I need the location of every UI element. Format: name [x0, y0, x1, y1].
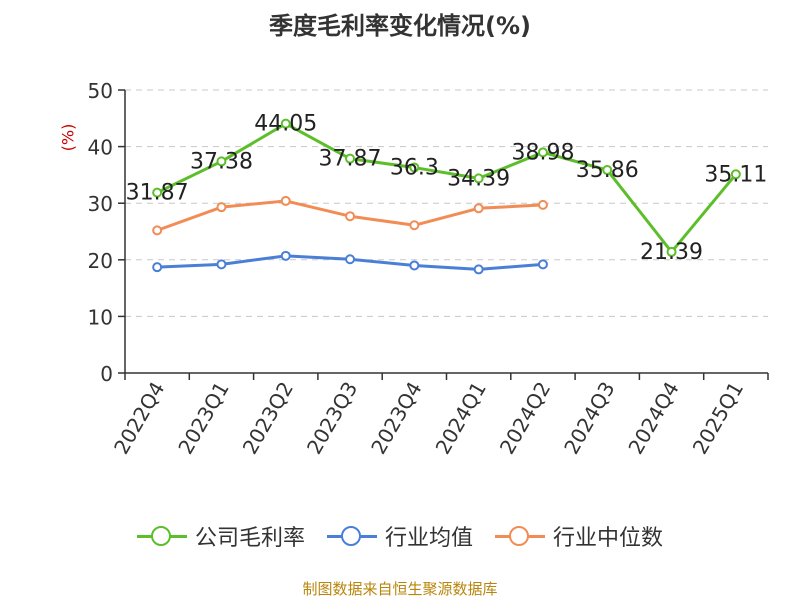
- data-label: 31.87: [126, 181, 189, 206]
- data-point: [152, 225, 163, 236]
- data-label: 38.98: [511, 140, 574, 165]
- x-tick-label: 2024Q3: [559, 378, 619, 459]
- data-label: 44.05: [254, 112, 317, 137]
- legend-label-company: 公司毛利率: [194, 526, 305, 551]
- data-point: [216, 156, 227, 167]
- x-tick-label: 2024Q2: [495, 378, 555, 459]
- data-point: [280, 195, 291, 206]
- data-point: [216, 259, 227, 270]
- data-point: [345, 211, 356, 222]
- data-point: [409, 220, 420, 231]
- y-tick-label: 40: [88, 136, 113, 160]
- x-tick-label: 2024Q4: [623, 378, 683, 459]
- legend-marker-company: [136, 526, 187, 546]
- x-tick-label: 2023Q1: [173, 378, 233, 459]
- x-tick-label: 2023Q2: [238, 378, 298, 459]
- data-point: [602, 165, 613, 176]
- data-point: [280, 118, 291, 129]
- data-label: 35.11: [704, 162, 767, 187]
- data-point: [537, 259, 548, 270]
- data-point: [473, 203, 484, 214]
- y-tick-label: 30: [88, 192, 113, 216]
- x-tick-label: 2025Q1: [688, 378, 748, 459]
- data-point: [473, 173, 484, 184]
- legend-marker-industry-median: [495, 526, 545, 546]
- chart-title: 季度毛利率变化情况(%): [269, 12, 531, 40]
- legend-label-industry-median: 行业中位数: [553, 526, 664, 551]
- data-label: 35.86: [576, 158, 639, 183]
- data-point: [216, 202, 227, 213]
- legend-marker-industry-mean: [326, 526, 377, 546]
- legend-item-industry-mean[interactable]: 行业均值: [326, 520, 473, 552]
- data-point: [473, 264, 484, 275]
- y-tick-label: 10: [88, 305, 113, 329]
- data-point: [730, 169, 741, 180]
- data-point: [409, 260, 420, 271]
- data-point: [537, 199, 548, 210]
- data-point: [345, 153, 356, 164]
- legend-item-company[interactable]: 公司毛利率: [136, 520, 305, 552]
- data-point: [537, 147, 548, 158]
- y-tick-label: 20: [88, 249, 113, 273]
- data-label: 37.38: [190, 149, 253, 174]
- data-point: [345, 254, 356, 265]
- data-label: 34.39: [447, 166, 510, 191]
- data-point: [280, 250, 291, 261]
- data-point: [666, 246, 677, 257]
- legend: 公司毛利率 行业均值 行业中位数: [0, 520, 800, 552]
- data-point: [152, 262, 163, 273]
- x-tick-label: 2022Q4: [109, 378, 169, 459]
- data-label: 21.39: [640, 240, 703, 265]
- series-line: [156, 122, 738, 254]
- data-label: 37.87: [319, 147, 382, 172]
- y-tick-label: 0: [100, 362, 113, 386]
- data-point: [152, 187, 163, 198]
- x-tick-label: 2023Q3: [302, 378, 362, 459]
- y-tick-label: 50: [88, 79, 113, 103]
- legend-label-industry-mean: 行业均值: [384, 526, 473, 551]
- data-label: 36.3: [390, 156, 439, 181]
- legend-item-industry-median[interactable]: 行业中位数: [495, 520, 663, 552]
- data-point: [409, 162, 420, 173]
- x-tick-label: 2023Q4: [366, 378, 426, 459]
- data-source-note: 制图数据来自恒生聚源数据库: [302, 580, 498, 598]
- x-tick-label: 2024Q1: [431, 378, 491, 459]
